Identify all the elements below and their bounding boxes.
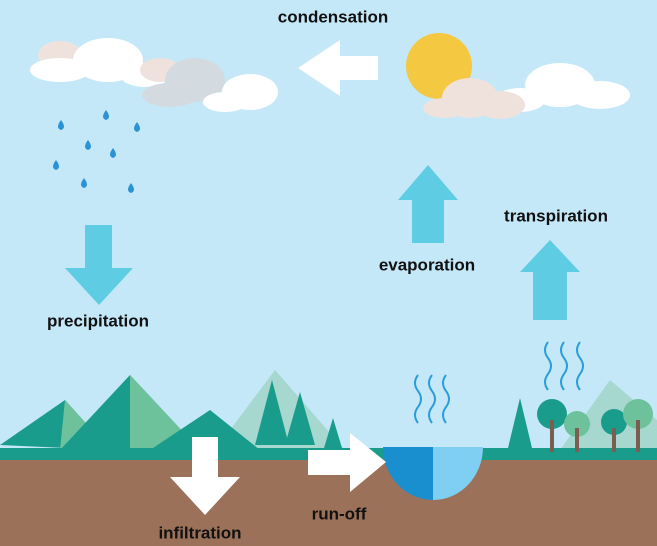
label: transpiration: [504, 206, 608, 225]
label: condensation: [278, 7, 389, 26]
label: infiltration: [158, 523, 241, 542]
label: run-off: [312, 504, 367, 523]
label: evaporation: [379, 255, 475, 274]
label: precipitation: [47, 311, 149, 330]
water-cycle-diagram: condensation transpiration evaporation p…: [0, 0, 657, 546]
